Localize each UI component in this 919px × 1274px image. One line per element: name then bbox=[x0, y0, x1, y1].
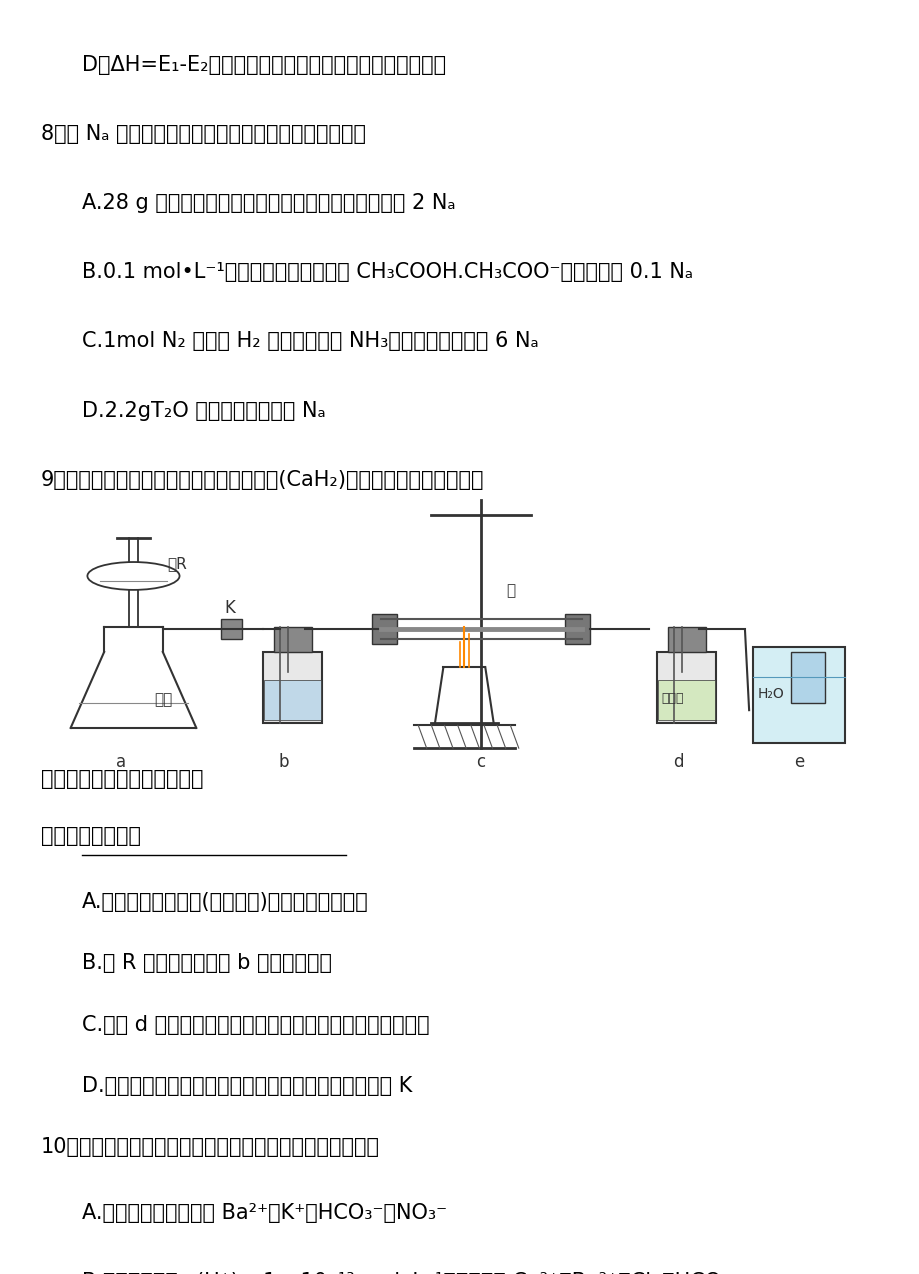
Text: B.酸 R 为浓盐酸，装置 b 中盛装浓硫酸: B.酸 R 为浓盐酸，装置 b 中盛装浓硫酸 bbox=[82, 953, 332, 973]
Text: b: b bbox=[278, 753, 289, 771]
Text: 10、常温下，下列各组离子在指定溶液中可能大量共存的是: 10、常温下，下列各组离子在指定溶液中可能大量共存的是 bbox=[41, 1138, 380, 1157]
Text: 酸R: 酸R bbox=[166, 555, 187, 571]
Text: B.0.1 mol•L⁻¹的醒酸鼠溶液中含有的 CH₃COOH.CH₃COO⁻粒子总数为 0.1 Nₐ: B.0.1 mol•L⁻¹的醒酸鼠溶液中含有的 CH₃COOH.CH₃COO⁻粒… bbox=[82, 262, 692, 283]
Text: 锌粒: 锌粒 bbox=[154, 693, 173, 707]
Text: A.28 g 乙烯与环丁烷的混合气体中含有的碳原子数为 2 Nₐ: A.28 g 乙烯与环丁烷的混合气体中含有的碳原子数为 2 Nₐ bbox=[82, 194, 455, 213]
Text: D.实验结束后先息灯酒精灯，等装置冷却后再关闭活塞 K: D.实验结束后先息灯酒精灯，等装置冷却后再关闭活塞 K bbox=[82, 1077, 412, 1096]
Bar bbox=[221, 619, 242, 640]
Text: A.无色透明的溶液中： Ba²⁺、K⁺、HCO₃⁻、NO₃⁻: A.无色透明的溶液中： Ba²⁺、K⁺、HCO₃⁻、NO₃⁻ bbox=[82, 1203, 447, 1223]
Bar bbox=[372, 614, 397, 645]
Text: a: a bbox=[116, 753, 126, 771]
Text: B.由水电离出的 c(H⁺)= 1× 10⁻¹³ mol•L⁻¹的溶液中： Ca²⁺、Ba²⁺、Cl⁻、HCO₃⁻: B.由水电离出的 c(H⁺)= 1× 10⁻¹³ mol•L⁻¹的溶液中： Ca… bbox=[82, 1271, 740, 1274]
Text: c: c bbox=[476, 753, 485, 771]
Text: 浓硫酸: 浓硫酸 bbox=[661, 693, 683, 706]
Text: A.相同条件下，粗锌(含少量铜)比纯锌反应速率慢: A.相同条件下，粗锌(含少量铜)比纯锌反应速率慢 bbox=[82, 892, 369, 912]
Bar bbox=[657, 680, 714, 720]
Text: D．ΔH=E₁-E₂，使用催化剂改变活化能，但不改变反应热: D．ΔH=E₁-E₂，使用催化剂改变活化能，但不改变反应热 bbox=[82, 55, 446, 75]
Text: 已知：氢化钙遇水剧烈反应。: 已知：氢化钙遇水剧烈反应。 bbox=[41, 769, 203, 789]
Bar bbox=[667, 627, 705, 652]
Bar bbox=[790, 652, 823, 702]
Text: 8、设 Nₐ 表示阿伏加德罗常数的值，下列叙述正确的是: 8、设 Nₐ 表示阿伏加德罗常数的值，下列叙述正确的是 bbox=[41, 125, 366, 144]
Text: 9、某学习小组设计实验制备供氢剂氢化钙(CaH₂)，实验装置如下图所示。: 9、某学习小组设计实验制备供氢剂氢化钙(CaH₂)，实验装置如下图所示。 bbox=[41, 470, 484, 489]
Bar bbox=[274, 627, 312, 652]
Bar bbox=[753, 647, 845, 743]
Text: e: e bbox=[793, 753, 803, 771]
Bar bbox=[564, 614, 589, 645]
Text: 钙: 钙 bbox=[505, 583, 515, 599]
Text: C.1mol N₂ 与足量 H₂ 充分反应生成 NH₃，转移的电子数为 6 Nₐ: C.1mol N₂ 与足量 H₂ 充分反应生成 NH₃，转移的电子数为 6 Nₐ bbox=[82, 331, 538, 352]
Text: D.2.2gT₂O 中含有的中子数为 Nₐ: D.2.2gT₂O 中含有的中子数为 Nₐ bbox=[82, 400, 325, 420]
Text: 下列说法正确的是: 下列说法正确的是 bbox=[41, 827, 141, 846]
Text: d: d bbox=[672, 753, 683, 771]
Text: H₂O: H₂O bbox=[756, 688, 783, 702]
Text: K: K bbox=[224, 599, 235, 617]
Text: C.装置 d 的作用是除去氢气中的杂质，得到干燥纯净的氢气: C.装置 d 的作用是除去氢气中的杂质，得到干燥纯净的氢气 bbox=[82, 1015, 429, 1036]
Bar bbox=[264, 680, 321, 720]
Bar bbox=[263, 652, 322, 722]
Bar bbox=[656, 652, 715, 722]
